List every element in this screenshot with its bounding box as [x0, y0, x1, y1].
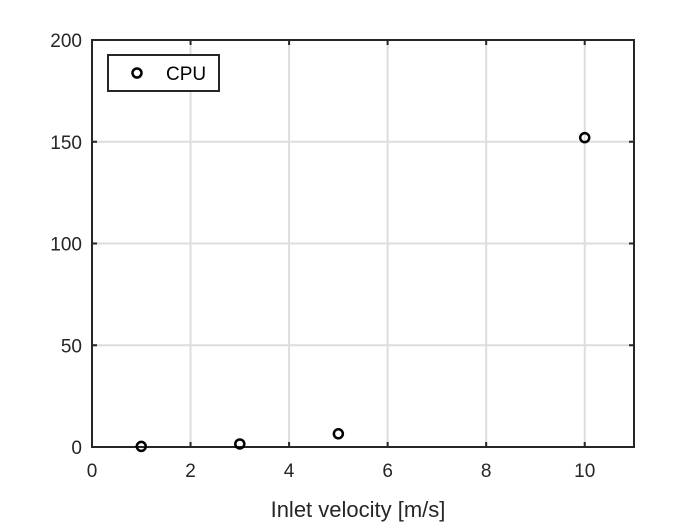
- data-point: [234, 438, 246, 450]
- plot-frame: [91, 39, 635, 448]
- x-tick-label: 4: [284, 461, 295, 482]
- x-tick-label: 10: [574, 461, 595, 482]
- x-axis-label: Inlet velocity [m/s]: [271, 497, 446, 522]
- legend-marker-cpu: [131, 67, 143, 79]
- x-tick-label: 8: [481, 461, 492, 482]
- y-tick-labels: 0 50 100 150 200: [50, 31, 82, 459]
- y-tick-label: 100: [50, 235, 82, 256]
- data-points: [135, 131, 591, 453]
- grid-lines: [92, 40, 634, 447]
- data-point: [332, 428, 345, 440]
- x-tick-labels: 0 2 4 6 8 10: [87, 461, 596, 482]
- y-tick-label: 0: [71, 438, 82, 459]
- x-tick-label: 0: [87, 461, 98, 482]
- data-point: [135, 440, 148, 453]
- data-point: [578, 131, 591, 144]
- legend-label-cpu: CPU: [166, 64, 206, 85]
- legend-box: [107, 54, 220, 92]
- x-tick-label: 6: [382, 461, 393, 482]
- y-tick-label: 50: [61, 336, 82, 357]
- x-tick-label: 2: [185, 461, 196, 482]
- y-tick-label: 150: [50, 133, 82, 154]
- legend: CPU: [107, 54, 220, 92]
- y-tick-label: 200: [50, 31, 82, 52]
